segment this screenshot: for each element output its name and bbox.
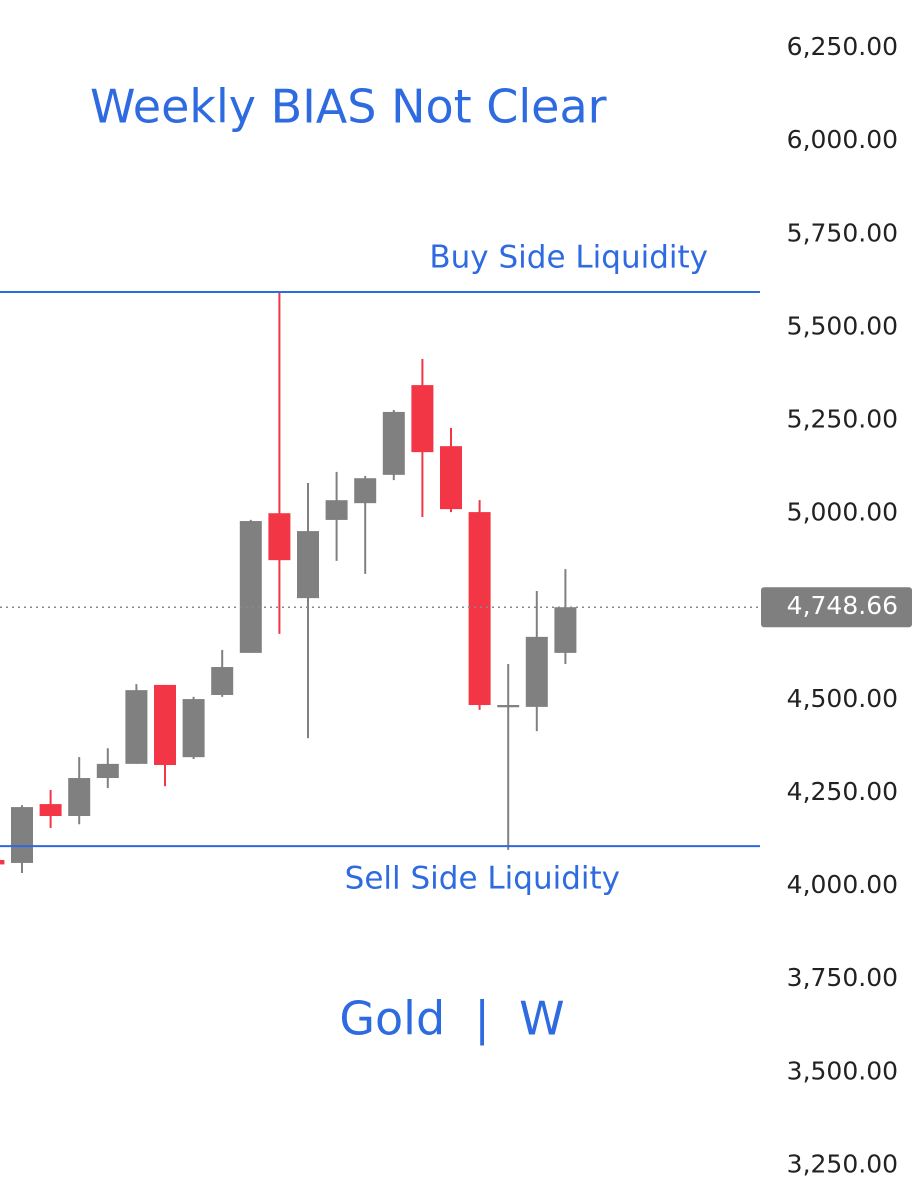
candle-body — [182, 699, 205, 758]
y-tick-label: 3,500.00 — [787, 1056, 898, 1085]
candle-body — [68, 778, 91, 817]
candle-body — [39, 804, 62, 817]
candle-body — [0, 859, 5, 865]
candle-body — [297, 531, 319, 599]
y-tick-label: 6,000.00 — [787, 125, 898, 154]
y-tick-label: 4,500.00 — [787, 684, 898, 713]
candle-body — [239, 521, 262, 653]
last-price-box — [761, 587, 912, 628]
candle-body — [154, 684, 176, 765]
candle-body — [440, 446, 462, 510]
chart-title: Weekly BIAS Not Clear — [90, 80, 607, 134]
candle-body — [554, 607, 577, 653]
y-tick-label: 6,250.00 — [787, 32, 898, 61]
y-tick-label: 3,750.00 — [787, 963, 898, 992]
y-tick-label: 3,250.00 — [787, 1149, 898, 1178]
candle-body — [354, 478, 377, 504]
candle-body — [382, 411, 405, 475]
candle-body — [268, 513, 291, 561]
candle-body — [11, 807, 33, 863]
y-tick-label: 4,250.00 — [787, 777, 898, 806]
candle-body — [468, 512, 491, 706]
candle-body — [411, 385, 434, 453]
y-tick-label: 5,000.00 — [787, 498, 898, 527]
y-tick-label: 4,000.00 — [787, 870, 898, 899]
candle-body — [211, 667, 234, 695]
candle-body — [125, 690, 148, 764]
level-label: Buy Side Liquidity — [429, 239, 708, 275]
candle-body — [497, 705, 520, 708]
y-tick-label: 5,500.00 — [787, 311, 898, 340]
y-tick-label: 5,250.00 — [787, 404, 898, 433]
last-price-label: 4,748.66 — [787, 591, 898, 620]
level-label: Sell Side Liquidity — [345, 861, 620, 897]
candle-body — [96, 763, 119, 779]
chart-subtitle: Gold | W — [339, 992, 564, 1047]
candle-body — [325, 500, 348, 520]
candle-body — [525, 636, 548, 707]
y-tick-label: 5,750.00 — [787, 218, 898, 247]
